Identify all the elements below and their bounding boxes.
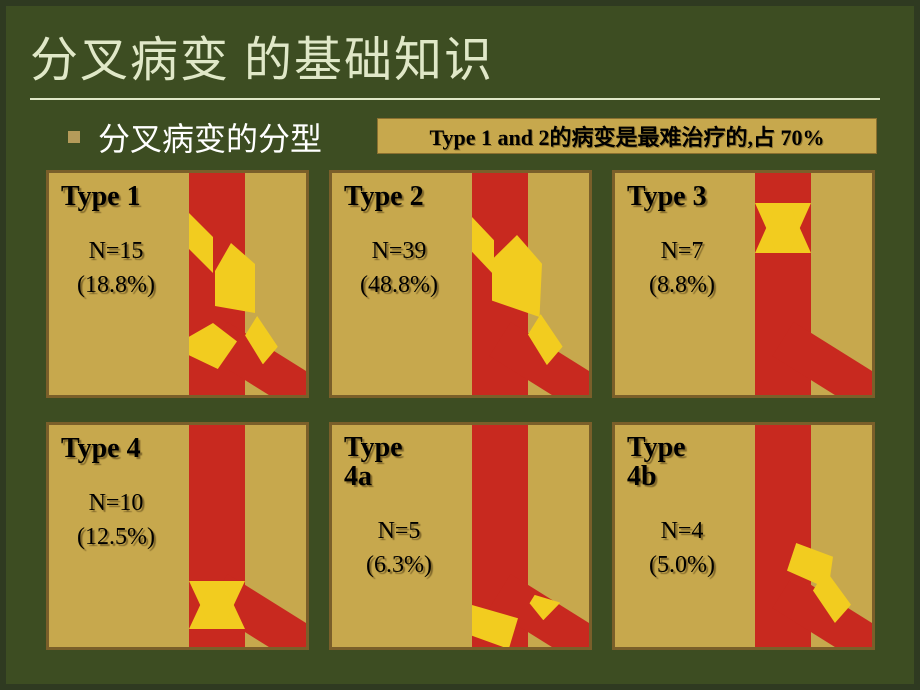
- slide-title: 分叉病变 的基础知识: [30, 20, 870, 90]
- bullet-icon: [68, 131, 80, 143]
- type-label: Type 1: [61, 181, 141, 213]
- type-stats: N=7(8.8%): [617, 235, 747, 302]
- type-label: Type 4a: [344, 433, 434, 492]
- type-label: Type 4b: [627, 433, 717, 492]
- note-box: Type 1 and 2的病变是最难治疗的,占 70%: [377, 118, 877, 154]
- type-card: Type 2 N=39(48.8%): [329, 170, 592, 398]
- type-label: Type 2: [344, 181, 424, 213]
- type-card: Type 3 N=7(8.8%): [612, 170, 875, 398]
- type-card: Type 4a N=5(6.3%): [329, 422, 592, 650]
- type-card: Type 4b N=4(5.0%): [612, 422, 875, 650]
- type-card: Type 4 N=10(12.5%): [46, 422, 309, 650]
- type-card: Type 1 N=15(18.8%): [46, 170, 309, 398]
- title-underline: [30, 98, 880, 100]
- bullet-row: 分叉病变的分型: [68, 114, 322, 160]
- subtitle: 分叉病变的分型: [98, 114, 322, 160]
- type-label: Type 4: [61, 433, 141, 465]
- type-label: Type 3: [627, 181, 707, 213]
- type-stats: N=15(18.8%): [51, 235, 181, 302]
- type-stats: N=5(6.3%): [334, 515, 464, 582]
- type-stats: N=10(12.5%): [51, 487, 181, 554]
- type-stats: N=39(48.8%): [334, 235, 464, 302]
- title-area: 分叉病变 的基础知识: [30, 20, 870, 100]
- slide: 分叉病变 的基础知识 分叉病变的分型 Type 1 and 2的病变是最难治疗的…: [6, 6, 914, 684]
- type-stats: N=4(5.0%): [617, 515, 747, 582]
- card-grid: Type 1 N=15(18.8%) Type 2 N=39(48.8%) Type 3…: [46, 170, 875, 650]
- note-text: Type 1 and 2的病变是最难治疗的,占 70%: [429, 120, 824, 152]
